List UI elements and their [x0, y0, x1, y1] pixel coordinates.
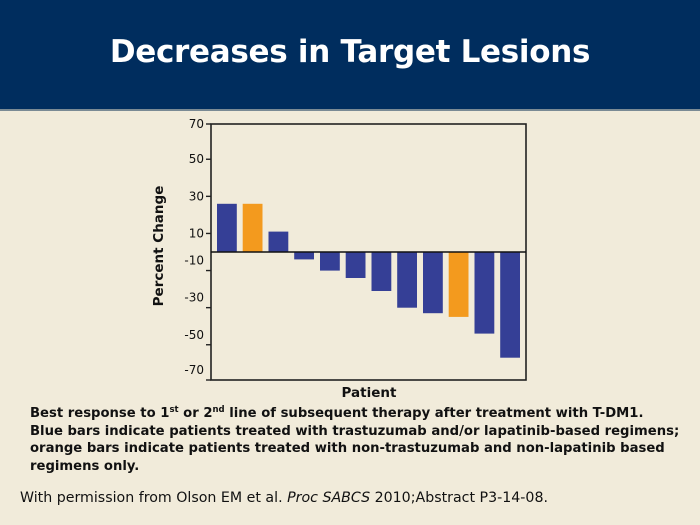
- plot-frame: [210, 123, 527, 381]
- bar-patient-9: [423, 252, 443, 314]
- y-tick-label: 30: [189, 189, 204, 203]
- bar-patient-11: [474, 252, 495, 334]
- citation-journal: Proc SABCS: [287, 490, 371, 506]
- figure-caption: Best response to 1st or 2nd line of subs…: [30, 405, 680, 475]
- y-tick-label: 50: [189, 152, 204, 166]
- bar-patient-2: [242, 203, 263, 252]
- slide-title: Decreases in Target Lesions: [109, 34, 591, 70]
- bar-patient-10: [448, 252, 469, 317]
- bar-patient-4: [294, 252, 314, 260]
- citation: With permission from Olson EM et al. Pro…: [20, 490, 548, 506]
- citation-suffix: 2010;Abstract P3-14-08.: [370, 490, 548, 506]
- bar-patient-1: [217, 203, 237, 252]
- y-tick-label: -70: [184, 363, 204, 377]
- bar-patient-5: [320, 252, 340, 271]
- bar-patient-3: [268, 231, 289, 252]
- y-tick-label: -10: [184, 254, 204, 268]
- caption-text-3: line of subsequent therapy after treatme…: [224, 406, 644, 421]
- y-tick-label: 70: [189, 117, 204, 131]
- bar-patient-6: [345, 252, 366, 278]
- y-tick-label: -50: [184, 328, 204, 342]
- caption-text-1: Best response to 1: [30, 406, 170, 421]
- y-tick-label: 10: [189, 226, 204, 240]
- x-axis-label: Patient: [342, 385, 397, 401]
- caption-sup-nd: nd: [212, 405, 225, 415]
- caption-sup-st: st: [169, 405, 179, 415]
- caption-text-rest: Blue bars indicate patients treated with…: [30, 423, 680, 474]
- bar-patient-12: [500, 252, 520, 358]
- y-tick-label: -30: [184, 291, 204, 305]
- bar-patient-8: [397, 252, 417, 308]
- bar-patient-7: [371, 252, 392, 291]
- y-axis-label: Percent Change: [151, 186, 167, 307]
- title-banner: Decreases in Target Lesions: [0, 0, 700, 111]
- citation-prefix: With permission from Olson EM et al.: [20, 490, 288, 506]
- y-axis: 70 50 30 10 -10 -30 -50 -70: [184, 117, 211, 381]
- caption-text-2: or 2: [178, 406, 213, 421]
- bars-group: [217, 203, 520, 358]
